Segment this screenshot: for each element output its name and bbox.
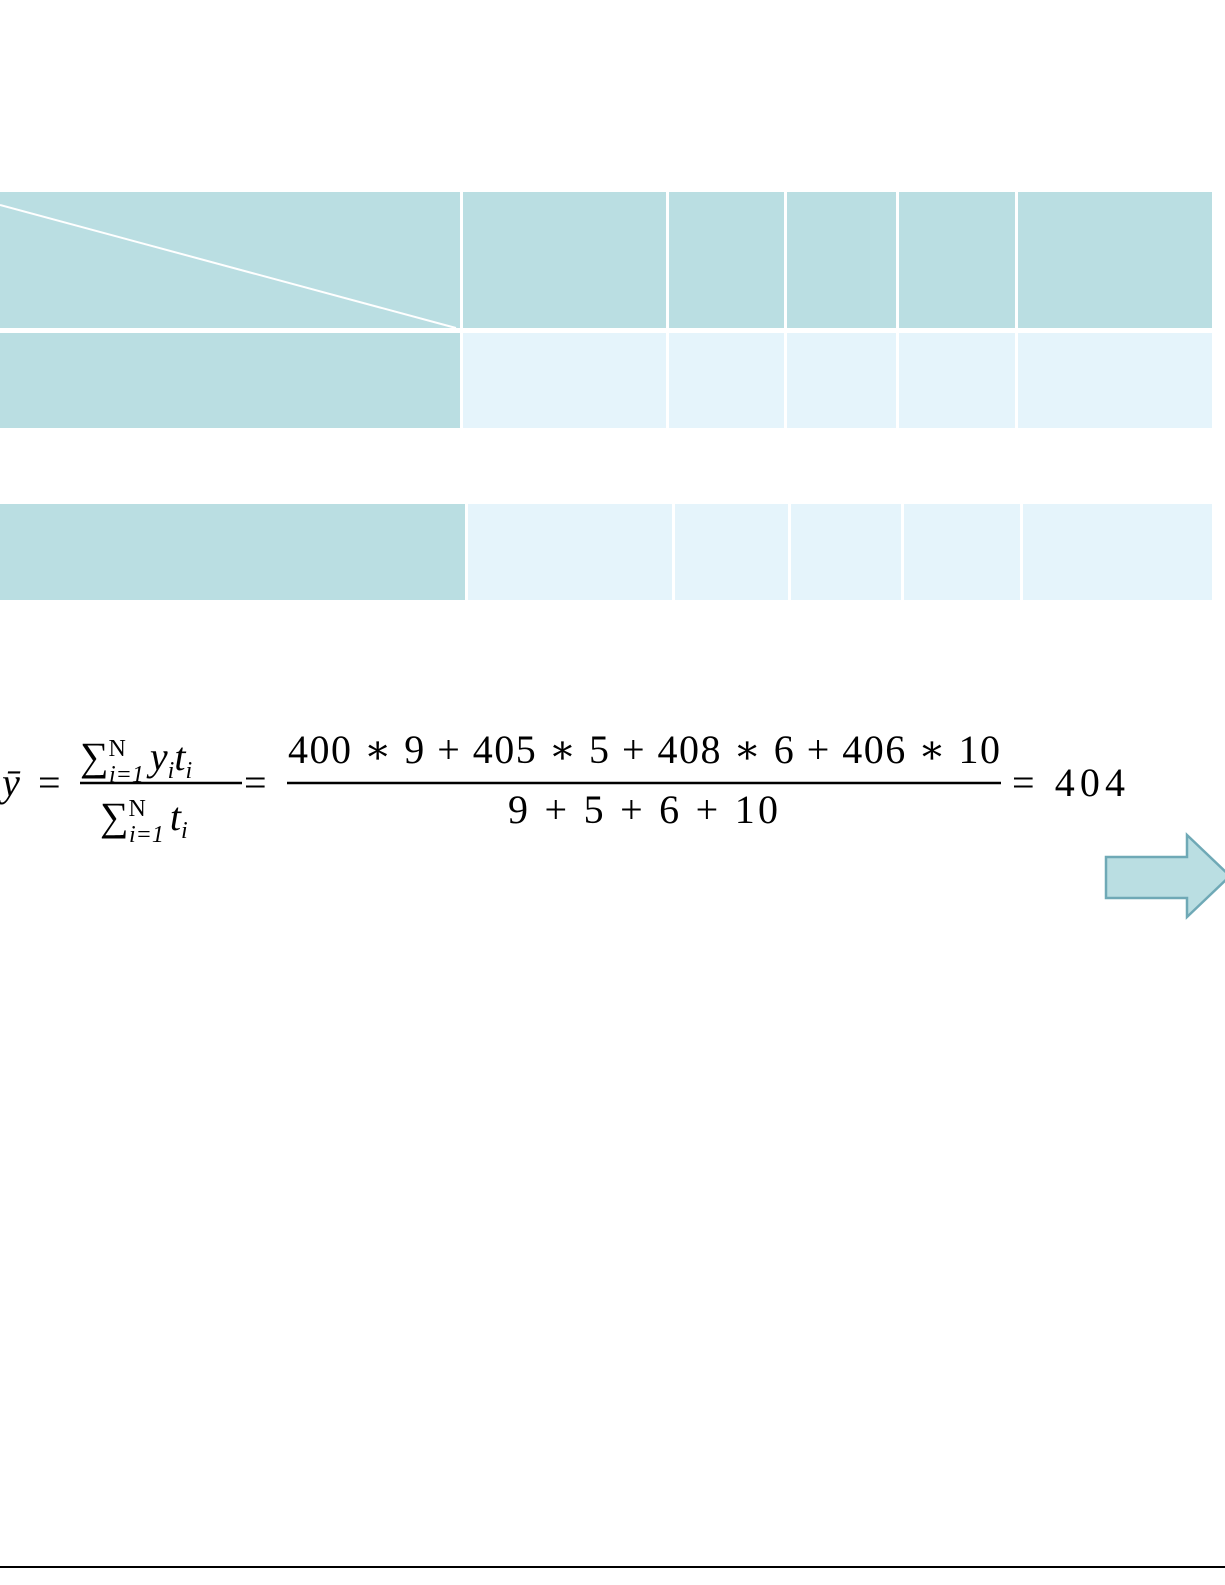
arrow — [1104, 832, 1225, 920]
header-cell — [787, 192, 896, 328]
sum-body-sub: i — [181, 818, 188, 844]
header-cell — [669, 192, 784, 328]
sum-sup: N — [109, 736, 126, 762]
body-cell — [899, 333, 1015, 428]
table-1 — [0, 192, 1212, 428]
expanded-denominator: 9 + 5 + 6 + 10 — [508, 787, 778, 832]
lhs: ȳ — [0, 760, 21, 805]
sum-body: y — [146, 734, 168, 779]
equals: = — [244, 760, 267, 805]
sum-body2-sub: i — [185, 758, 192, 784]
sum-body-sub: i — [168, 758, 175, 784]
formula: ȳ = ∑N i=1 yiti ∑N i=1 ti = 400 ∗ 9 + 405 ∗ … — [0, 727, 1125, 848]
row-header-cell — [0, 333, 460, 428]
header-cell — [463, 192, 666, 328]
expanded-numerator: 400 ∗ 9 + 405 ∗ 5 + 408 ∗ 6 + 406 ∗ 10 — [288, 727, 1000, 772]
header-cell — [0, 192, 460, 328]
body-cell — [791, 504, 901, 600]
denominator-sum: ∑N i=1 ti — [100, 794, 188, 848]
sum-symbol: ∑ — [100, 794, 129, 839]
sum-sup: N — [129, 796, 146, 822]
body-cell — [787, 333, 896, 428]
table-2 — [0, 504, 1212, 600]
header-cell — [899, 192, 1015, 328]
numerator-sum: ∑N i=1 yiti — [80, 734, 192, 788]
diagonal-line — [0, 204, 457, 329]
body-cell — [904, 504, 1020, 600]
result: = 404 — [1012, 760, 1125, 805]
body-cell — [1018, 333, 1212, 428]
header-cell — [1018, 192, 1212, 328]
body-cell — [468, 504, 672, 600]
row-header-cell — [0, 504, 465, 600]
sum-body2: t — [174, 734, 186, 779]
equals: = — [38, 760, 61, 805]
sum-sub: i=1 — [129, 822, 164, 848]
body-cell — [675, 504, 788, 600]
sum-symbol: ∑ — [80, 734, 109, 779]
sum-body: t — [170, 794, 182, 839]
body-cell — [463, 333, 666, 428]
body-cell — [669, 333, 784, 428]
body-cell — [1023, 504, 1212, 600]
